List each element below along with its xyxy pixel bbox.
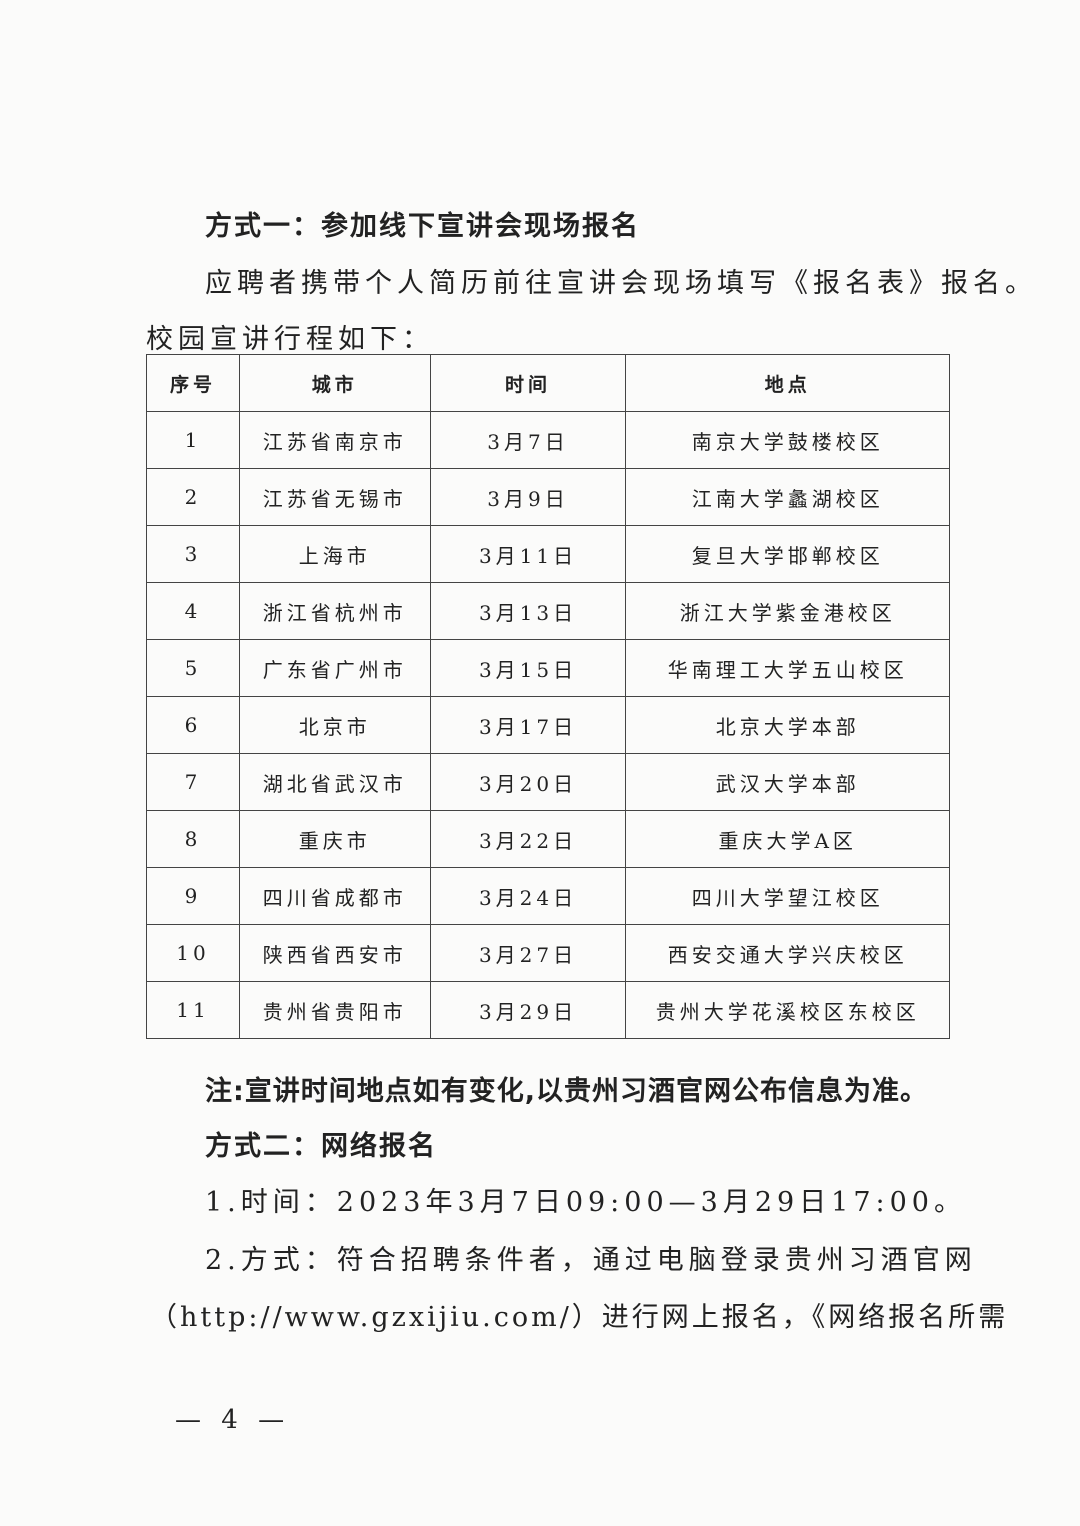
cell-time: 3月24日 (429, 867, 627, 925)
cell-location: 贵州大学花溪校区东校区 (625, 981, 950, 1039)
cell-location: 浙江大学紫金港校区 (625, 582, 950, 640)
cell-city: 浙江省杭州市 (238, 582, 431, 640)
cell-city: 重庆市 (238, 810, 431, 868)
schedule-intro: 校园宣讲行程如下： (146, 324, 434, 355)
cell-time: 3月9日 (429, 468, 627, 526)
cell-city: 江苏省无锡市 (238, 468, 431, 526)
cell-time: 3月22日 (429, 810, 627, 868)
page-number: — 4 — (175, 1405, 291, 1435)
section1-paragraph: 应聘者携带个人简历前往宣讲会现场填写《报名表》报名。 (205, 268, 1037, 299)
table-row: 7 湖北省武汉市 3月20日 武汉大学本部 (146, 753, 950, 811)
table-row: 9 四川省成都市 3月24日 四川大学望江校区 (146, 867, 950, 925)
cell-index: 2 (146, 468, 240, 526)
cell-time: 3月27日 (429, 924, 627, 982)
cell-location: 重庆大学A区 (625, 810, 950, 868)
cell-time: 3月20日 (429, 753, 627, 811)
cell-index: 6 (146, 696, 240, 754)
cell-location: 北京大学本部 (625, 696, 950, 754)
header-time: 时间 (429, 354, 627, 412)
cell-index: 10 (146, 924, 240, 982)
cell-location: 华南理工大学五山校区 (625, 639, 950, 697)
cell-city: 四川省成都市 (238, 867, 431, 925)
section1-heading: 方式一：参加线下宣讲会现场报名 (205, 211, 640, 242)
cell-time: 3月29日 (429, 981, 627, 1039)
table-row: 2 江苏省无锡市 3月9日 江南大学蠡湖校区 (146, 468, 950, 526)
table-row: 4 浙江省杭州市 3月13日 浙江大学紫金港校区 (146, 582, 950, 640)
cell-index: 1 (146, 411, 240, 469)
table-row: 3 上海市 3月11日 复旦大学邯郸校区 (146, 525, 950, 583)
table-row: 10 陕西省西安市 3月27日 西安交通大学兴庆校区 (146, 924, 950, 982)
section2-heading: 方式二：网络报名 (205, 1131, 437, 1162)
cell-time: 3月15日 (429, 639, 627, 697)
table-row: 8 重庆市 3月22日 重庆大学A区 (146, 810, 950, 868)
section2-item1: 1.时间：2023年3月7日09:00—3月29日17:00。 (205, 1187, 966, 1218)
header-location: 地点 (625, 354, 950, 412)
cell-city: 北京市 (238, 696, 431, 754)
header-index: 序号 (146, 354, 240, 412)
cell-time: 3月17日 (429, 696, 627, 754)
cell-location: 武汉大学本部 (625, 753, 950, 811)
cell-city: 陕西省西安市 (238, 924, 431, 982)
table-row: 5 广东省广州市 3月15日 华南理工大学五山校区 (146, 639, 950, 697)
cell-index: 7 (146, 753, 240, 811)
section2-item2-line1: 2.方式：符合招聘条件者，通过电脑登录贵州习酒官网 (205, 1245, 977, 1276)
cell-time: 3月7日 (429, 411, 627, 469)
table-row: 11 贵州省贵阳市 3月29日 贵州大学花溪校区东校区 (146, 981, 950, 1039)
cell-index: 3 (146, 525, 240, 583)
cell-index: 9 (146, 867, 240, 925)
cell-location: 四川大学望江校区 (625, 867, 950, 925)
section2-item2-line2: （http://www.gzxijiu.com/）进行网上报名，《网络报名所需 (150, 1302, 1009, 1333)
cell-index: 4 (146, 582, 240, 640)
note: 注:宣讲时间地点如有变化,以贵州习酒官网公布信息为准。 (205, 1076, 929, 1107)
table-row: 6 北京市 3月17日 北京大学本部 (146, 696, 950, 754)
cell-city: 贵州省贵阳市 (238, 981, 431, 1039)
table-row: 1 江苏省南京市 3月7日 南京大学鼓楼校区 (146, 411, 950, 469)
cell-time: 3月11日 (429, 525, 627, 583)
cell-location: 江南大学蠡湖校区 (625, 468, 950, 526)
cell-index: 8 (146, 810, 240, 868)
cell-city: 广东省广州市 (238, 639, 431, 697)
cell-city: 江苏省南京市 (238, 411, 431, 469)
cell-city: 上海市 (238, 525, 431, 583)
cell-index: 5 (146, 639, 240, 697)
cell-location: 西安交通大学兴庆校区 (625, 924, 950, 982)
table-header-row: 序号 城市 时间 地点 (146, 354, 950, 412)
cell-time: 3月13日 (429, 582, 627, 640)
schedule-table: 序号 城市 时间 地点 1 江苏省南京市 3月7日 南京大学鼓楼校区 2 江苏省无锡市 3月… (146, 354, 950, 1039)
cell-location: 复旦大学邯郸校区 (625, 525, 950, 583)
cell-location: 南京大学鼓楼校区 (625, 411, 950, 469)
cell-city: 湖北省武汉市 (238, 753, 431, 811)
cell-index: 11 (146, 981, 240, 1039)
header-city: 城市 (238, 354, 431, 412)
